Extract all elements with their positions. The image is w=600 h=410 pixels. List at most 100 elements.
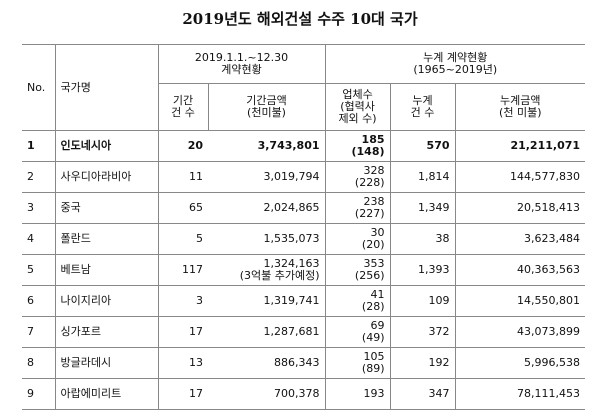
firms-value: 185 bbox=[361, 133, 385, 146]
country-name: 싱가포르 bbox=[54, 316, 158, 348]
period-count: 17 bbox=[157, 378, 208, 410]
period-count: 20 bbox=[157, 130, 208, 162]
header-cell: 누계 건 수 bbox=[389, 83, 456, 131]
table-row: 6 나이지리아 3 1,319,741 41 (28) 109 14,550,801 bbox=[22, 285, 586, 317]
table-row: 7 싱가포르 17 1,287,681 69 (49) 372 43,073,899 bbox=[22, 316, 586, 348]
header-cell: 국가명 bbox=[54, 44, 159, 131]
row-number: 5 bbox=[22, 254, 55, 286]
amount-note: (3억불 추가예정) bbox=[239, 269, 320, 282]
firm-count: 30 (20) bbox=[324, 223, 391, 255]
country-name: 나이지리아 bbox=[54, 285, 158, 317]
header-cell: 기간 건 수 bbox=[157, 83, 209, 131]
firm-count: 69 (49) bbox=[324, 316, 391, 348]
total-amount: 3,623,484 bbox=[454, 223, 586, 255]
total-count: 109 bbox=[390, 285, 456, 317]
total-count: 347 bbox=[390, 378, 456, 410]
total-amount: 43,073,899 bbox=[454, 316, 586, 348]
header-cell: 누계 계약현황 (1965~2019년) bbox=[324, 44, 586, 84]
total-amount: 14,550,801 bbox=[454, 285, 586, 317]
amount-value: 1,535,073 bbox=[263, 232, 320, 245]
row-number: 1 bbox=[22, 130, 55, 162]
row-number: 6 bbox=[22, 285, 55, 317]
amount-value: 1,324,163 bbox=[263, 257, 320, 270]
period-count: 65 bbox=[157, 192, 208, 224]
country-name: 중국 bbox=[54, 192, 158, 224]
amount-value: 3,019,794 bbox=[263, 170, 320, 183]
period-amount: 700,378 bbox=[208, 378, 326, 410]
table-row: 2 사우디아라비아 11 3,019,794 328 (228) 1,814 144,577,… bbox=[22, 161, 586, 193]
firms-excluded: (227) bbox=[354, 207, 385, 220]
period-amount: 1,535,073 bbox=[208, 223, 326, 255]
total-count: 1,814 bbox=[390, 161, 456, 193]
firms-value: 328 bbox=[363, 164, 385, 177]
country-name: 인도네시아 bbox=[54, 130, 158, 162]
total-count: 192 bbox=[390, 347, 456, 379]
table-row: 1 인도네시아 20 3,743,801 185 (148) 570 21,211,071 bbox=[22, 130, 586, 162]
period-count: 5 bbox=[157, 223, 208, 255]
country-name: 폴란드 bbox=[54, 223, 158, 255]
page: 2019년도 해외건설 수주 10대 국가 No. 국가명 2019.1.1.~… bbox=[22, 10, 586, 410]
period-count: 3 bbox=[157, 285, 208, 317]
row-number: 9 bbox=[22, 378, 55, 410]
period-amount: 1,324,163 (3억불 추가예정) bbox=[208, 254, 326, 286]
total-count: 38 bbox=[390, 223, 456, 255]
firm-count: 328 (228) bbox=[324, 161, 391, 193]
total-amount: 144,577,830 bbox=[454, 161, 586, 193]
firms-value: 105 bbox=[363, 350, 385, 363]
firms-excluded: (228) bbox=[354, 176, 385, 189]
firms-excluded: (28) bbox=[361, 300, 385, 313]
firms-excluded: (49) bbox=[361, 331, 385, 344]
amount-value: 3,743,801 bbox=[257, 139, 320, 152]
row-number: 4 bbox=[22, 223, 55, 255]
amount-value: 1,287,681 bbox=[263, 325, 320, 338]
header-cell: 2019.1.1.~12.30 계약현황 bbox=[157, 44, 326, 84]
total-count: 570 bbox=[390, 130, 456, 162]
total-count: 1,393 bbox=[390, 254, 456, 286]
total-amount: 5,996,538 bbox=[454, 347, 586, 379]
total-amount: 40,363,563 bbox=[454, 254, 586, 286]
firms-value: 193 bbox=[363, 387, 385, 400]
period-amount: 1,287,681 bbox=[208, 316, 326, 348]
country-name: 방글라데시 bbox=[54, 347, 158, 379]
total-amount: 20,518,413 bbox=[454, 192, 586, 224]
amount-value: 2,024,865 bbox=[263, 201, 320, 214]
table-row: 9 아랍에미리트 17 700,378 193 347 78,111,453 bbox=[22, 378, 586, 410]
amount-value: 886,343 bbox=[274, 356, 320, 369]
table: No. 국가명 2019.1.1.~12.30 계약현황 누계 계약현황 (19… bbox=[22, 44, 586, 410]
amount-value: 1,319,741 bbox=[263, 294, 320, 307]
period-count: 117 bbox=[157, 254, 208, 286]
firms-excluded: (148) bbox=[351, 145, 385, 158]
period-count: 11 bbox=[157, 161, 208, 193]
row-number: 3 bbox=[22, 192, 55, 224]
header-cell: 업체수 (협력사 제외 수) bbox=[324, 83, 391, 131]
period-amount: 3,019,794 bbox=[208, 161, 326, 193]
table-row: 5 베트남 117 1,324,163 (3억불 추가예정) 353 (256) 1,393 4… bbox=[22, 254, 586, 286]
firm-count: 193 bbox=[324, 378, 391, 410]
total-amount: 78,111,453 bbox=[454, 378, 586, 410]
period-amount: 2,024,865 bbox=[208, 192, 326, 224]
period-count: 17 bbox=[157, 316, 208, 348]
firm-count: 41 (28) bbox=[324, 285, 391, 317]
period-count: 13 bbox=[157, 347, 208, 379]
table-body: 1 인도네시아 20 3,743,801 185 (148) 570 21,211,071 2 사… bbox=[22, 130, 586, 410]
total-amount: 21,211,071 bbox=[454, 130, 586, 162]
country-name: 아랍에미리트 bbox=[54, 378, 158, 410]
firm-count: 238 (227) bbox=[324, 192, 391, 224]
firms-excluded: (256) bbox=[354, 269, 385, 282]
firm-count: 105 (89) bbox=[324, 347, 391, 379]
firms-value: 41 bbox=[370, 288, 385, 301]
row-number: 7 bbox=[22, 316, 55, 348]
country-name: 베트남 bbox=[54, 254, 158, 286]
table-row: 4 폴란드 5 1,535,073 30 (20) 38 3,623,484 bbox=[22, 223, 586, 255]
firm-count: 185 (148) bbox=[324, 130, 391, 162]
country-name: 사우디아라비아 bbox=[54, 161, 158, 193]
firms-value: 30 bbox=[370, 226, 385, 239]
period-amount: 3,743,801 bbox=[208, 130, 326, 162]
header-cell: 기간금액 (천미불) bbox=[207, 83, 326, 131]
row-number: 8 bbox=[22, 347, 55, 379]
title: 2019년도 해외건설 수주 10대 국가 bbox=[182, 10, 418, 28]
period-amount: 1,319,741 bbox=[208, 285, 326, 317]
firms-excluded: (20) bbox=[361, 238, 385, 251]
row-number: 2 bbox=[22, 161, 55, 193]
amount-value: 700,378 bbox=[274, 387, 320, 400]
